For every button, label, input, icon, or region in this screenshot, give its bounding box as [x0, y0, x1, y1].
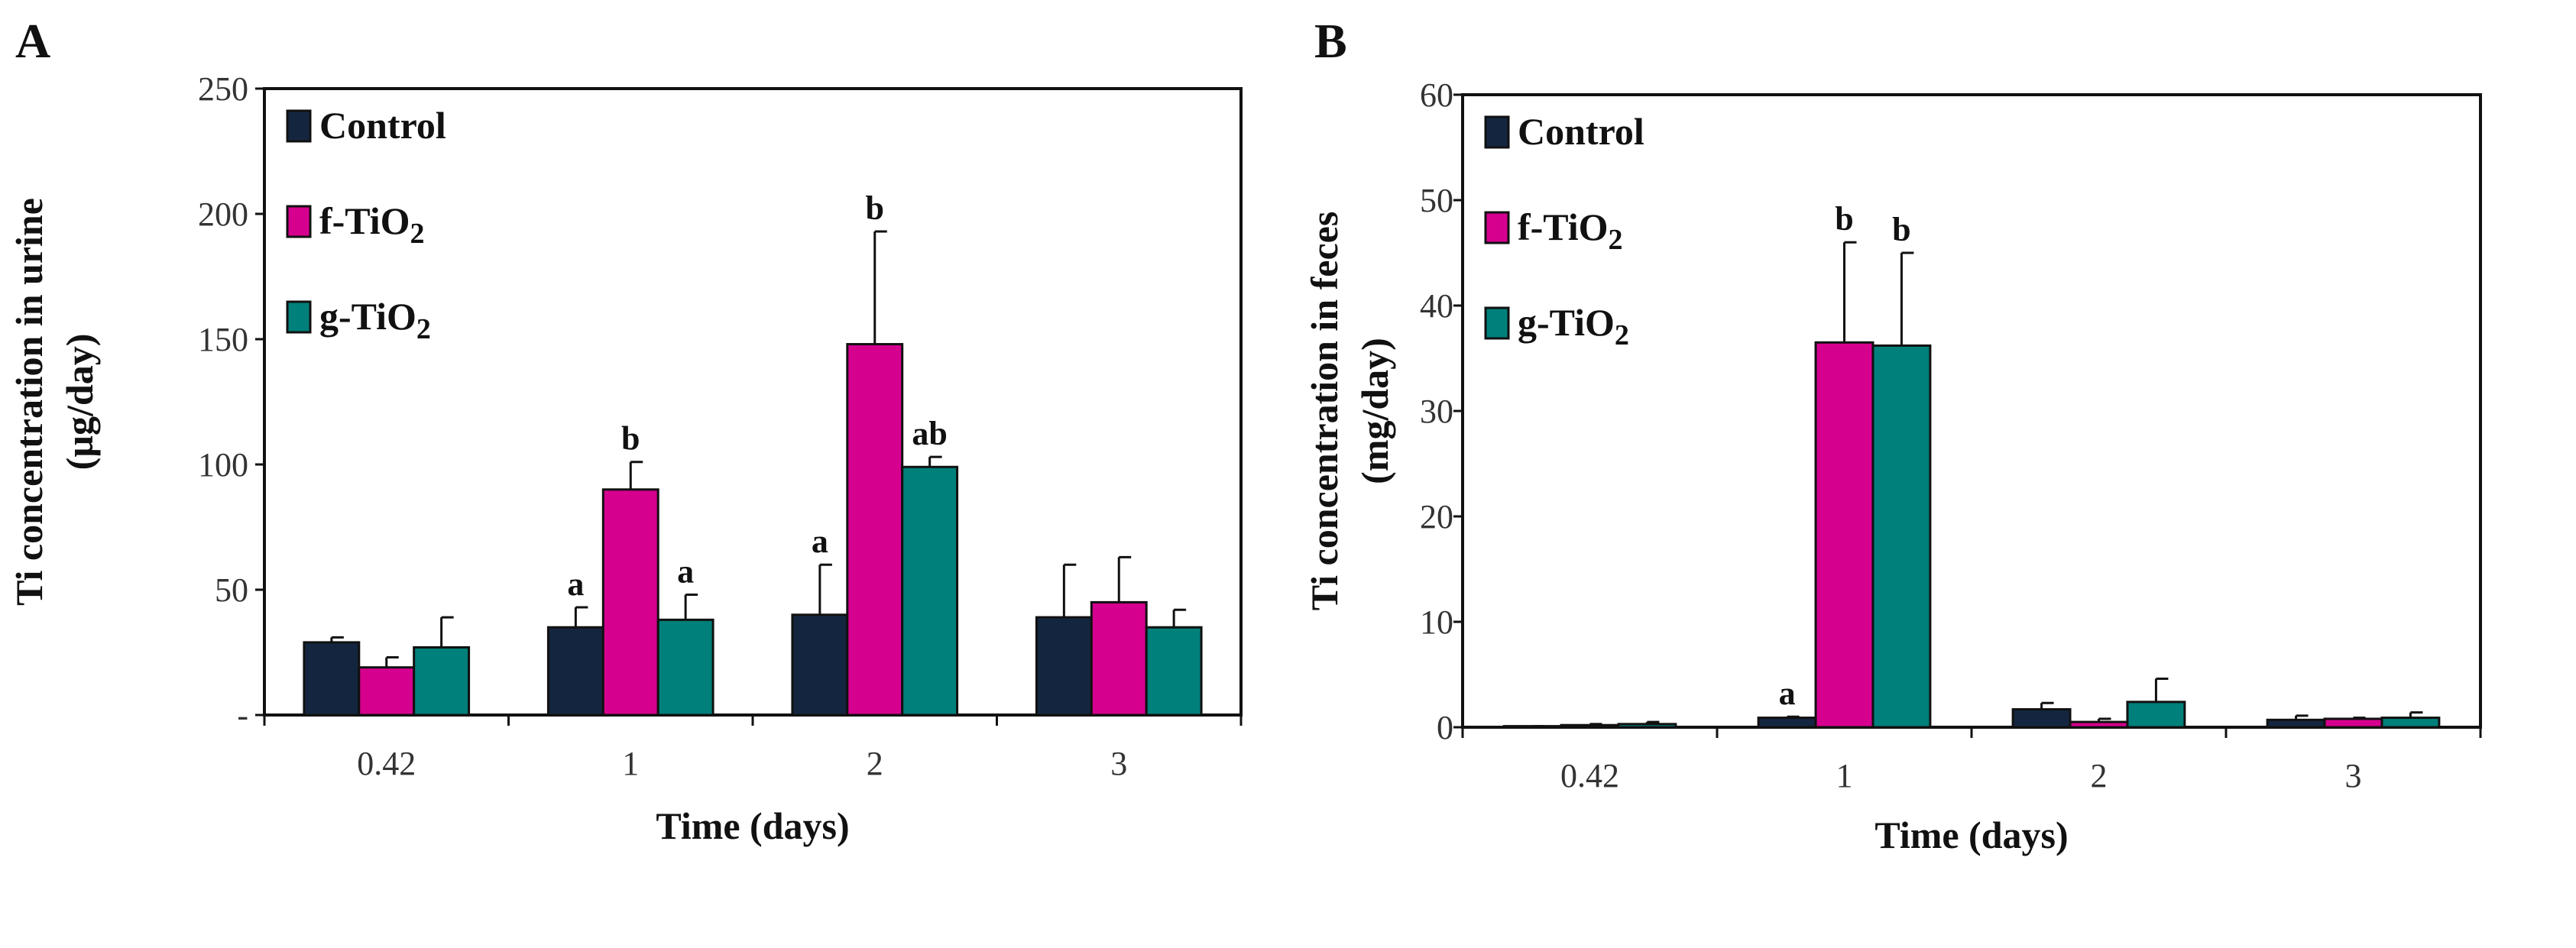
- x-tick-label: 2: [867, 745, 883, 782]
- x-tick-label: 0.42: [1560, 757, 1619, 794]
- significance-label: b: [621, 420, 640, 458]
- chart-panel-b: B 0 10 20 30 40 50 60 Ti concentration in feces(…: [1303, 14, 2482, 856]
- legend-entry-text: g-TiO: [1518, 301, 1615, 344]
- bar-f-tio2: [1090, 600, 1148, 717]
- legend-entry: g-TiO2: [1518, 301, 1629, 351]
- significance-label: b: [1835, 200, 1853, 238]
- bar-control: [2011, 708, 2072, 729]
- bar-f-tio2: [1814, 341, 1874, 729]
- x-tick-label: 3: [2345, 757, 2362, 794]
- bar-control: [546, 626, 604, 717]
- legend-swatch: [1484, 211, 1510, 244]
- legend-entry: Control: [1518, 110, 1644, 153]
- y-axis-label-line: (µg/day): [58, 334, 101, 471]
- bar-f-tio2: [601, 488, 659, 717]
- bar-f-tio2: [1560, 723, 1620, 729]
- panel-label: B: [1314, 14, 1347, 68]
- legend-entry: f-TiO2: [319, 199, 425, 250]
- legend-swatch: [1484, 115, 1510, 149]
- y-tick-label: 10: [1420, 603, 1453, 641]
- significance-label: b: [1892, 211, 1910, 248]
- bar-control: [1502, 725, 1563, 729]
- legend-entry: Control: [319, 104, 446, 147]
- bar-f-tio2: [2069, 720, 2129, 729]
- panel-label: A: [15, 14, 50, 68]
- y-tick-label: 150: [198, 321, 248, 358]
- bar-g-tio2: [1617, 723, 1677, 729]
- bar-g-tio2: [901, 465, 959, 717]
- bar-control: [1757, 717, 1817, 729]
- legend-swatch: [1484, 306, 1510, 340]
- legend-entry-subscript: 2: [410, 218, 425, 250]
- bar-f-tio2: [846, 343, 904, 717]
- x-tick-label: 1: [622, 745, 639, 782]
- bar-g-tio2: [1871, 344, 1932, 729]
- bar-g-tio2: [413, 645, 471, 717]
- bar-control: [1035, 616, 1093, 717]
- x-axis-label: Time (days): [656, 804, 849, 847]
- y-tick-label: 50: [215, 571, 248, 609]
- significance-label: a: [567, 565, 584, 603]
- significance-label: a: [812, 523, 828, 560]
- y-axis-label: Ti concentration in urine (µg/day): [8, 198, 101, 606]
- legend-swatch: [286, 300, 312, 334]
- y-axis-label-line: (mg/day): [1353, 338, 1396, 484]
- y-tick-label: 0: [1437, 709, 1453, 746]
- significance-label: a: [677, 553, 694, 590]
- legend-entry-subscript: 2: [416, 313, 431, 345]
- x-tick-label: 3: [1110, 745, 1127, 782]
- legend-entry-text: f-TiO: [1518, 205, 1609, 248]
- y-axis-label-line: Ti concentration in urine: [8, 198, 50, 606]
- bar-f-tio2: [358, 666, 416, 717]
- legend-entry: g-TiO2: [319, 295, 431, 345]
- bar-control: [791, 613, 849, 717]
- legend-entry-subscript: 2: [1609, 224, 1623, 256]
- legend-swatch: [286, 205, 312, 238]
- legend-entry: f-TiO2: [1518, 205, 1623, 256]
- x-tick-label: 0.42: [357, 745, 416, 782]
- y-tick-label: 100: [198, 446, 248, 484]
- legend-entry-text: Control: [319, 104, 446, 147]
- y-tick-label: 200: [198, 196, 248, 233]
- bar-g-tio2: [2380, 717, 2441, 729]
- x-tick-label: 1: [1836, 757, 1853, 794]
- bar-f-tio2: [2323, 717, 2383, 729]
- legend-entry-text: f-TiO: [319, 199, 410, 242]
- y-tick-label: 40: [1420, 287, 1453, 325]
- bar-control: [2266, 718, 2326, 729]
- y-tick-label: 20: [1420, 498, 1453, 535]
- y-tick-label: -: [237, 697, 248, 734]
- plot-frame: [1461, 93, 2482, 729]
- legend-entry-text: Control: [1518, 110, 1644, 153]
- y-tick-label: 60: [1420, 76, 1453, 114]
- bar-control: [303, 641, 361, 717]
- significance-label: b: [866, 189, 884, 227]
- y-tick-label: 250: [198, 70, 248, 108]
- x-axis-label: Time (days): [1874, 814, 2068, 856]
- y-tick-label: 30: [1420, 393, 1453, 430]
- legend-entry-subscript: 2: [1615, 319, 1629, 351]
- legend-swatch: [286, 109, 312, 143]
- significance-label: a: [1779, 675, 1796, 712]
- y-axis-label: Ti concentration in feces (mg/day): [1303, 212, 1396, 611]
- x-tick-label: 2: [2091, 757, 2108, 794]
- y-tick-label: 50: [1420, 182, 1453, 219]
- bar-g-tio2: [656, 618, 714, 717]
- legend-entry-text: g-TiO: [319, 295, 416, 338]
- bar-g-tio2: [1145, 626, 1203, 717]
- chart-panel-a: A - 50 100 150 200 250 Ti concentration in urin…: [8, 14, 1243, 847]
- bar-g-tio2: [2126, 700, 2186, 729]
- significance-label: ab: [912, 415, 947, 452]
- y-axis-label-line: Ti concentration in feces: [1303, 212, 1346, 611]
